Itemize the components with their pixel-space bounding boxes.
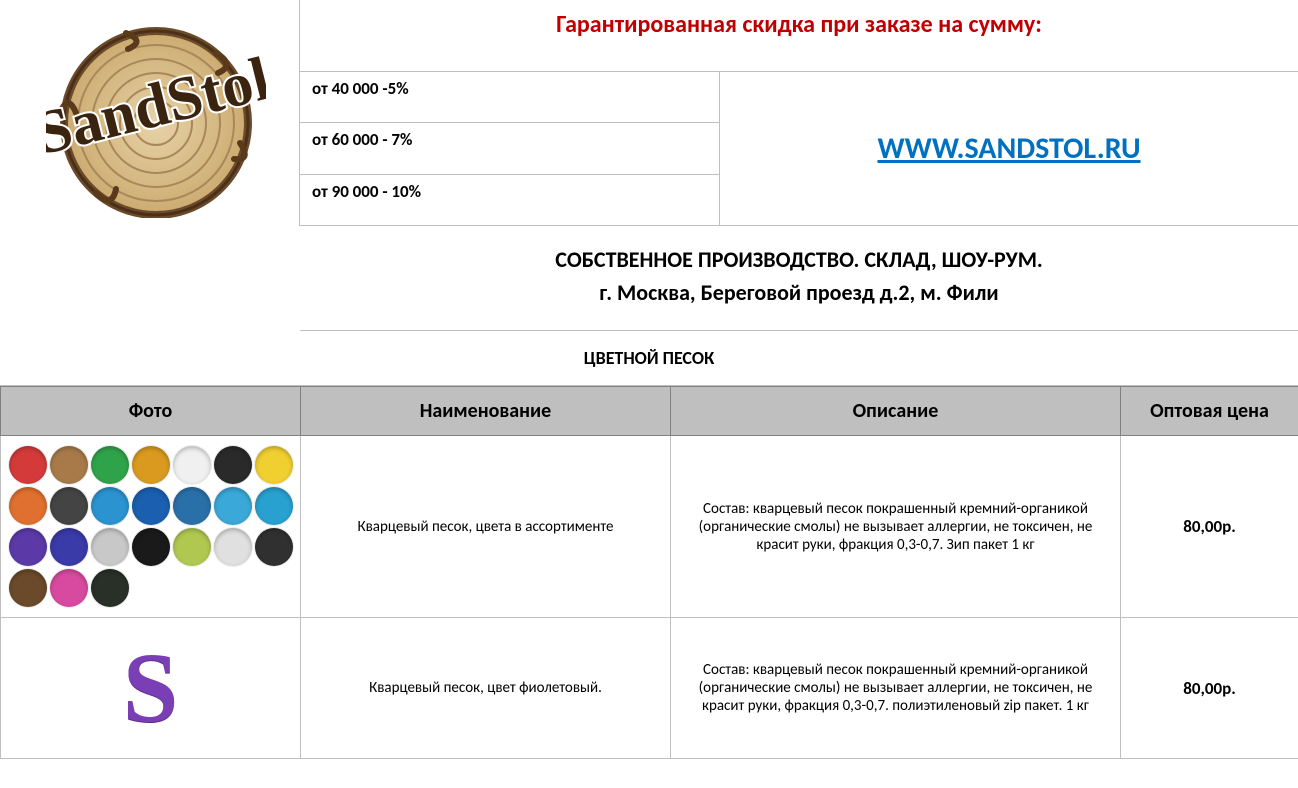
col-photo: Фото: [1, 387, 301, 436]
discount-tier-3: от 90 000 - 10%: [300, 175, 720, 227]
company-info-line2: г. Москва, Береговой проезд д.2, м. Фили: [310, 279, 1288, 306]
company-info: СОБСТВЕННОЕ ПРОИЗВОДСТВО. СКЛАД, ШОУ-РУМ…: [300, 226, 1298, 331]
header-grid: SandStol Гарантированная скидка при зака…: [0, 0, 1298, 226]
logo: SandStol: [46, 8, 266, 218]
website-link[interactable]: WWW.SANDSTOL.RU: [877, 130, 1140, 167]
website-cell: WWW.SANDSTOL.RU: [720, 72, 1298, 227]
discount-tier-2: от 60 000 - 7%: [300, 123, 720, 175]
color-swatch: [132, 528, 170, 566]
color-swatch: [91, 487, 129, 525]
cell-name: Кварцевый песок, цвета в ассортименте: [301, 436, 671, 618]
color-swatch: [214, 528, 252, 566]
color-swatch: [214, 446, 252, 484]
color-swatch: [91, 446, 129, 484]
color-swatch: [255, 487, 293, 525]
company-info-line1: СОБСТВЕННОЕ ПРОИЗВОДСТВО. СКЛАД, ШОУ-РУМ…: [310, 246, 1288, 273]
color-swatch: [173, 446, 211, 484]
logo-icon: SandStol: [46, 8, 266, 218]
color-swatch: [132, 446, 170, 484]
col-description: Описание: [671, 387, 1121, 436]
color-swatch: [50, 569, 88, 607]
color-swatch: [9, 487, 47, 525]
color-swatch: [255, 528, 293, 566]
color-swatch: [9, 446, 47, 484]
table-row: Кварцевый песок, цвета в ассортиментеСос…: [1, 436, 1298, 618]
col-name: Наименование: [301, 387, 671, 436]
cell-photo: S: [1, 618, 301, 759]
table-header-row: Фото Наименование Описание Оптовая цена: [1, 387, 1298, 436]
cell-description: Состав: кварцевый песок покрашенный крем…: [671, 436, 1121, 618]
discount-tier-1: от 40 000 -5%: [300, 72, 720, 124]
cell-price: 80,00р.: [1121, 436, 1298, 618]
color-swatch: [173, 487, 211, 525]
cell-name: Кварцевый песок, цвет фиолетовый.: [301, 618, 671, 759]
color-swatch: [132, 487, 170, 525]
products-table: Фото Наименование Описание Оптовая цена …: [0, 386, 1298, 759]
col-price: Оптовая цена: [1121, 387, 1298, 436]
color-swatch: [255, 446, 293, 484]
purple-sand-icon: S: [13, 628, 288, 748]
color-swatch: [173, 528, 211, 566]
color-swatch: [50, 446, 88, 484]
table-row: SКварцевый песок, цвет фиолетовый.Состав…: [1, 618, 1298, 759]
color-palette: [13, 446, 288, 607]
section-title: ЦВЕТНОЙ ПЕСОК: [0, 331, 1298, 386]
color-swatch: [50, 528, 88, 566]
cell-price: 80,00р.: [1121, 618, 1298, 759]
discount-title: Гарантированная скидка при заказе на сум…: [300, 0, 1298, 72]
color-swatch: [91, 528, 129, 566]
color-swatch: [9, 569, 47, 607]
color-swatch: [50, 487, 88, 525]
cell-description: Состав: кварцевый песок покрашенный крем…: [671, 618, 1121, 759]
color-swatch: [91, 569, 129, 607]
color-swatch: [9, 528, 47, 566]
cell-photo: [1, 436, 301, 618]
logo-cell: SandStol: [0, 0, 300, 226]
color-swatch: [214, 487, 252, 525]
